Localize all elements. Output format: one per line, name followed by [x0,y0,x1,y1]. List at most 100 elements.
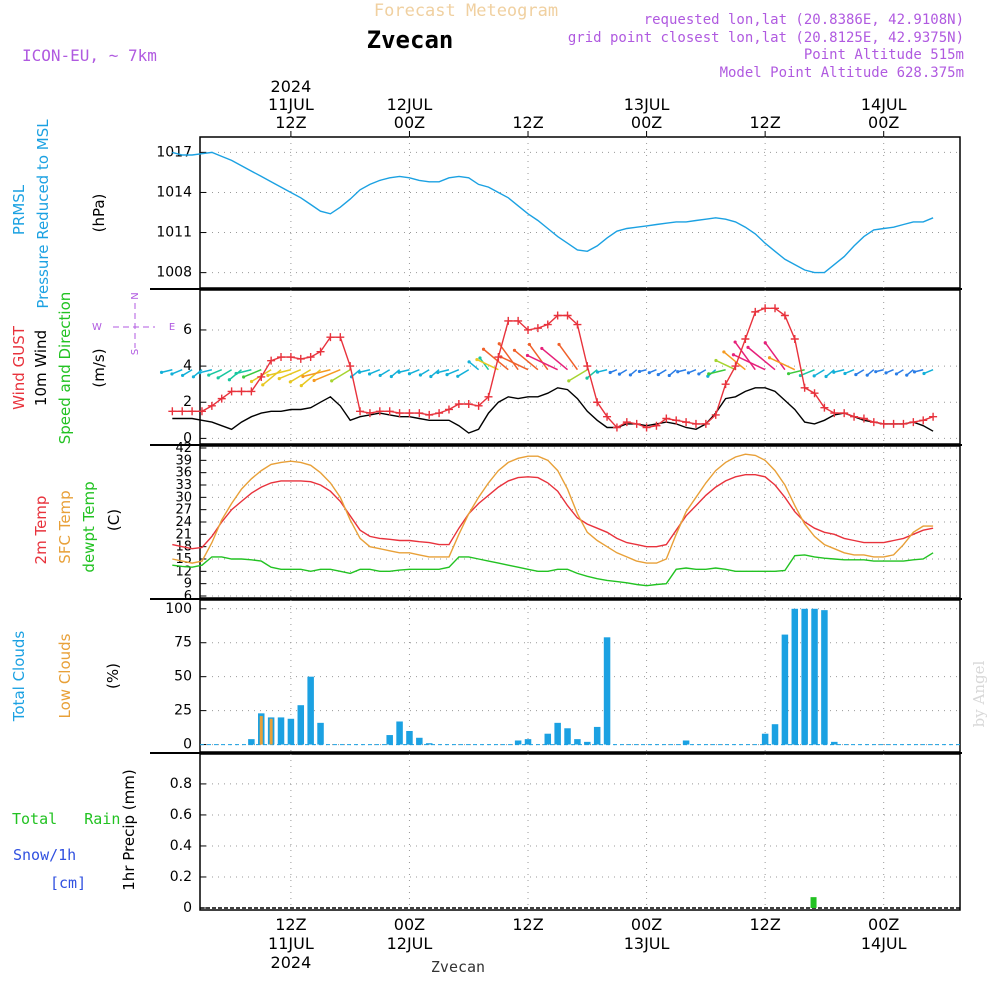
gust-marker [790,334,799,343]
y-tick-label: 9 [184,577,192,592]
wind-arrow-head [429,374,433,379]
y-tick-label: 6 [184,589,192,604]
y-tick-label: 50 [174,669,192,685]
cloud-bar-total [297,705,305,745]
wind-arrow-head [456,374,460,378]
y-tick-label: 25 [174,703,192,719]
wind-arrow-head [865,373,869,377]
wind-arrow [278,369,302,380]
wind-arrow-head [617,372,622,376]
wind-arrow-head [389,374,393,379]
wind-arrow [182,369,193,377]
wind-arrow [498,343,519,371]
y-tick-label: 100 [165,601,192,617]
cloud-bar-total [248,739,255,745]
wind-arrow-head [746,345,750,349]
cloud-bar-total [524,739,532,745]
cloud-bar-total [406,730,413,745]
gust-marker [751,307,760,316]
gust-marker [682,418,691,427]
wind-arrow [369,369,381,375]
wind-arrow-head [301,374,305,379]
gust-marker [464,400,473,409]
gust-marker [731,362,740,371]
wind-arrow [217,369,233,379]
wind-arrow-head [608,370,612,375]
y-tick-label: 0.2 [170,869,192,885]
wind-arrow-head [207,373,211,377]
gust-marker [375,407,384,416]
y-tick-label: 33 [175,478,192,493]
wind-arrow [476,358,499,371]
y-tick-label: 0 [183,900,192,916]
cloud-panel: 0 25 50 75 100 [165,600,960,753]
y-tick-label: 2 [183,394,192,410]
gust-marker [385,407,394,416]
panel-frame [199,289,961,445]
wind-arrow [483,348,509,371]
gust-marker [207,401,216,410]
gust-marker [701,419,710,428]
wind-arrow-head [266,373,270,377]
pressure-label-2: Pressure Reduced to MSL [34,119,52,309]
gust-marker [346,362,355,371]
wind-arrow-head [497,342,501,346]
wind-arrow-head [824,374,828,379]
wind-arrow [243,369,262,378]
wind-arrow-head [628,373,633,377]
wind-arrow-head [367,372,372,376]
y-tick-label: 0 [183,430,192,446]
cloud-bar-total [781,634,789,745]
y-tick-label: 0.6 [170,807,192,823]
cloud-bar-total [821,610,828,745]
cloud-bar-total [574,739,581,745]
time-axis-label: 11JUL [268,934,314,953]
wind-arrow-head [707,372,711,376]
wind-arrow [262,369,282,386]
gust-marker [306,353,315,362]
wind-arrow [302,368,331,378]
wind-arrow [541,347,569,371]
gust-marker [395,409,404,418]
watermark: by Angel [970,660,988,727]
cloud-bar-total [396,721,403,745]
wind-arrow-head [242,375,246,379]
precip-unit: 1hr Precip (mm) [120,769,138,890]
gust-marker [830,409,839,418]
gust-marker [771,304,780,313]
wind-arrow-head [884,371,888,375]
gust-marker [405,409,414,418]
wind-arrow [331,369,351,382]
gust-marker [454,400,463,409]
cloud-unit: (%) [104,663,122,689]
wind-arrow-head [407,372,412,376]
wind-arrow-head [234,371,238,376]
y-tick-label: 4 [183,358,192,374]
wind-arrow [527,354,558,371]
compass-s: S [130,349,141,355]
time-axis-label: 2024 [271,77,312,96]
cloud-total-label: Total Clouds [10,631,28,723]
gust-marker [869,418,878,427]
wind-arrow-head [922,371,926,376]
gust-marker [603,412,612,421]
gust-marker [435,409,444,418]
wind-arrow-head [478,356,482,360]
gust-marker [286,353,295,362]
y-tick-label: 1014 [156,184,192,200]
gust-marker [237,387,246,396]
y-tick-label: 0 [183,737,192,753]
cloud-bar-total [307,676,314,745]
time-axis-label: 2024 [271,953,312,972]
time-axis-label: 11JUL [268,95,314,114]
precip-snow-unit: [cm] [50,874,86,892]
wind-arrow-head [467,360,471,364]
wind-arrow-head [637,369,642,374]
y-tick-label: 24 [175,515,192,530]
location-title: Zvecan [367,26,454,54]
cloud-bar-total [317,722,324,745]
time-axis-label: 00Z [631,113,662,132]
